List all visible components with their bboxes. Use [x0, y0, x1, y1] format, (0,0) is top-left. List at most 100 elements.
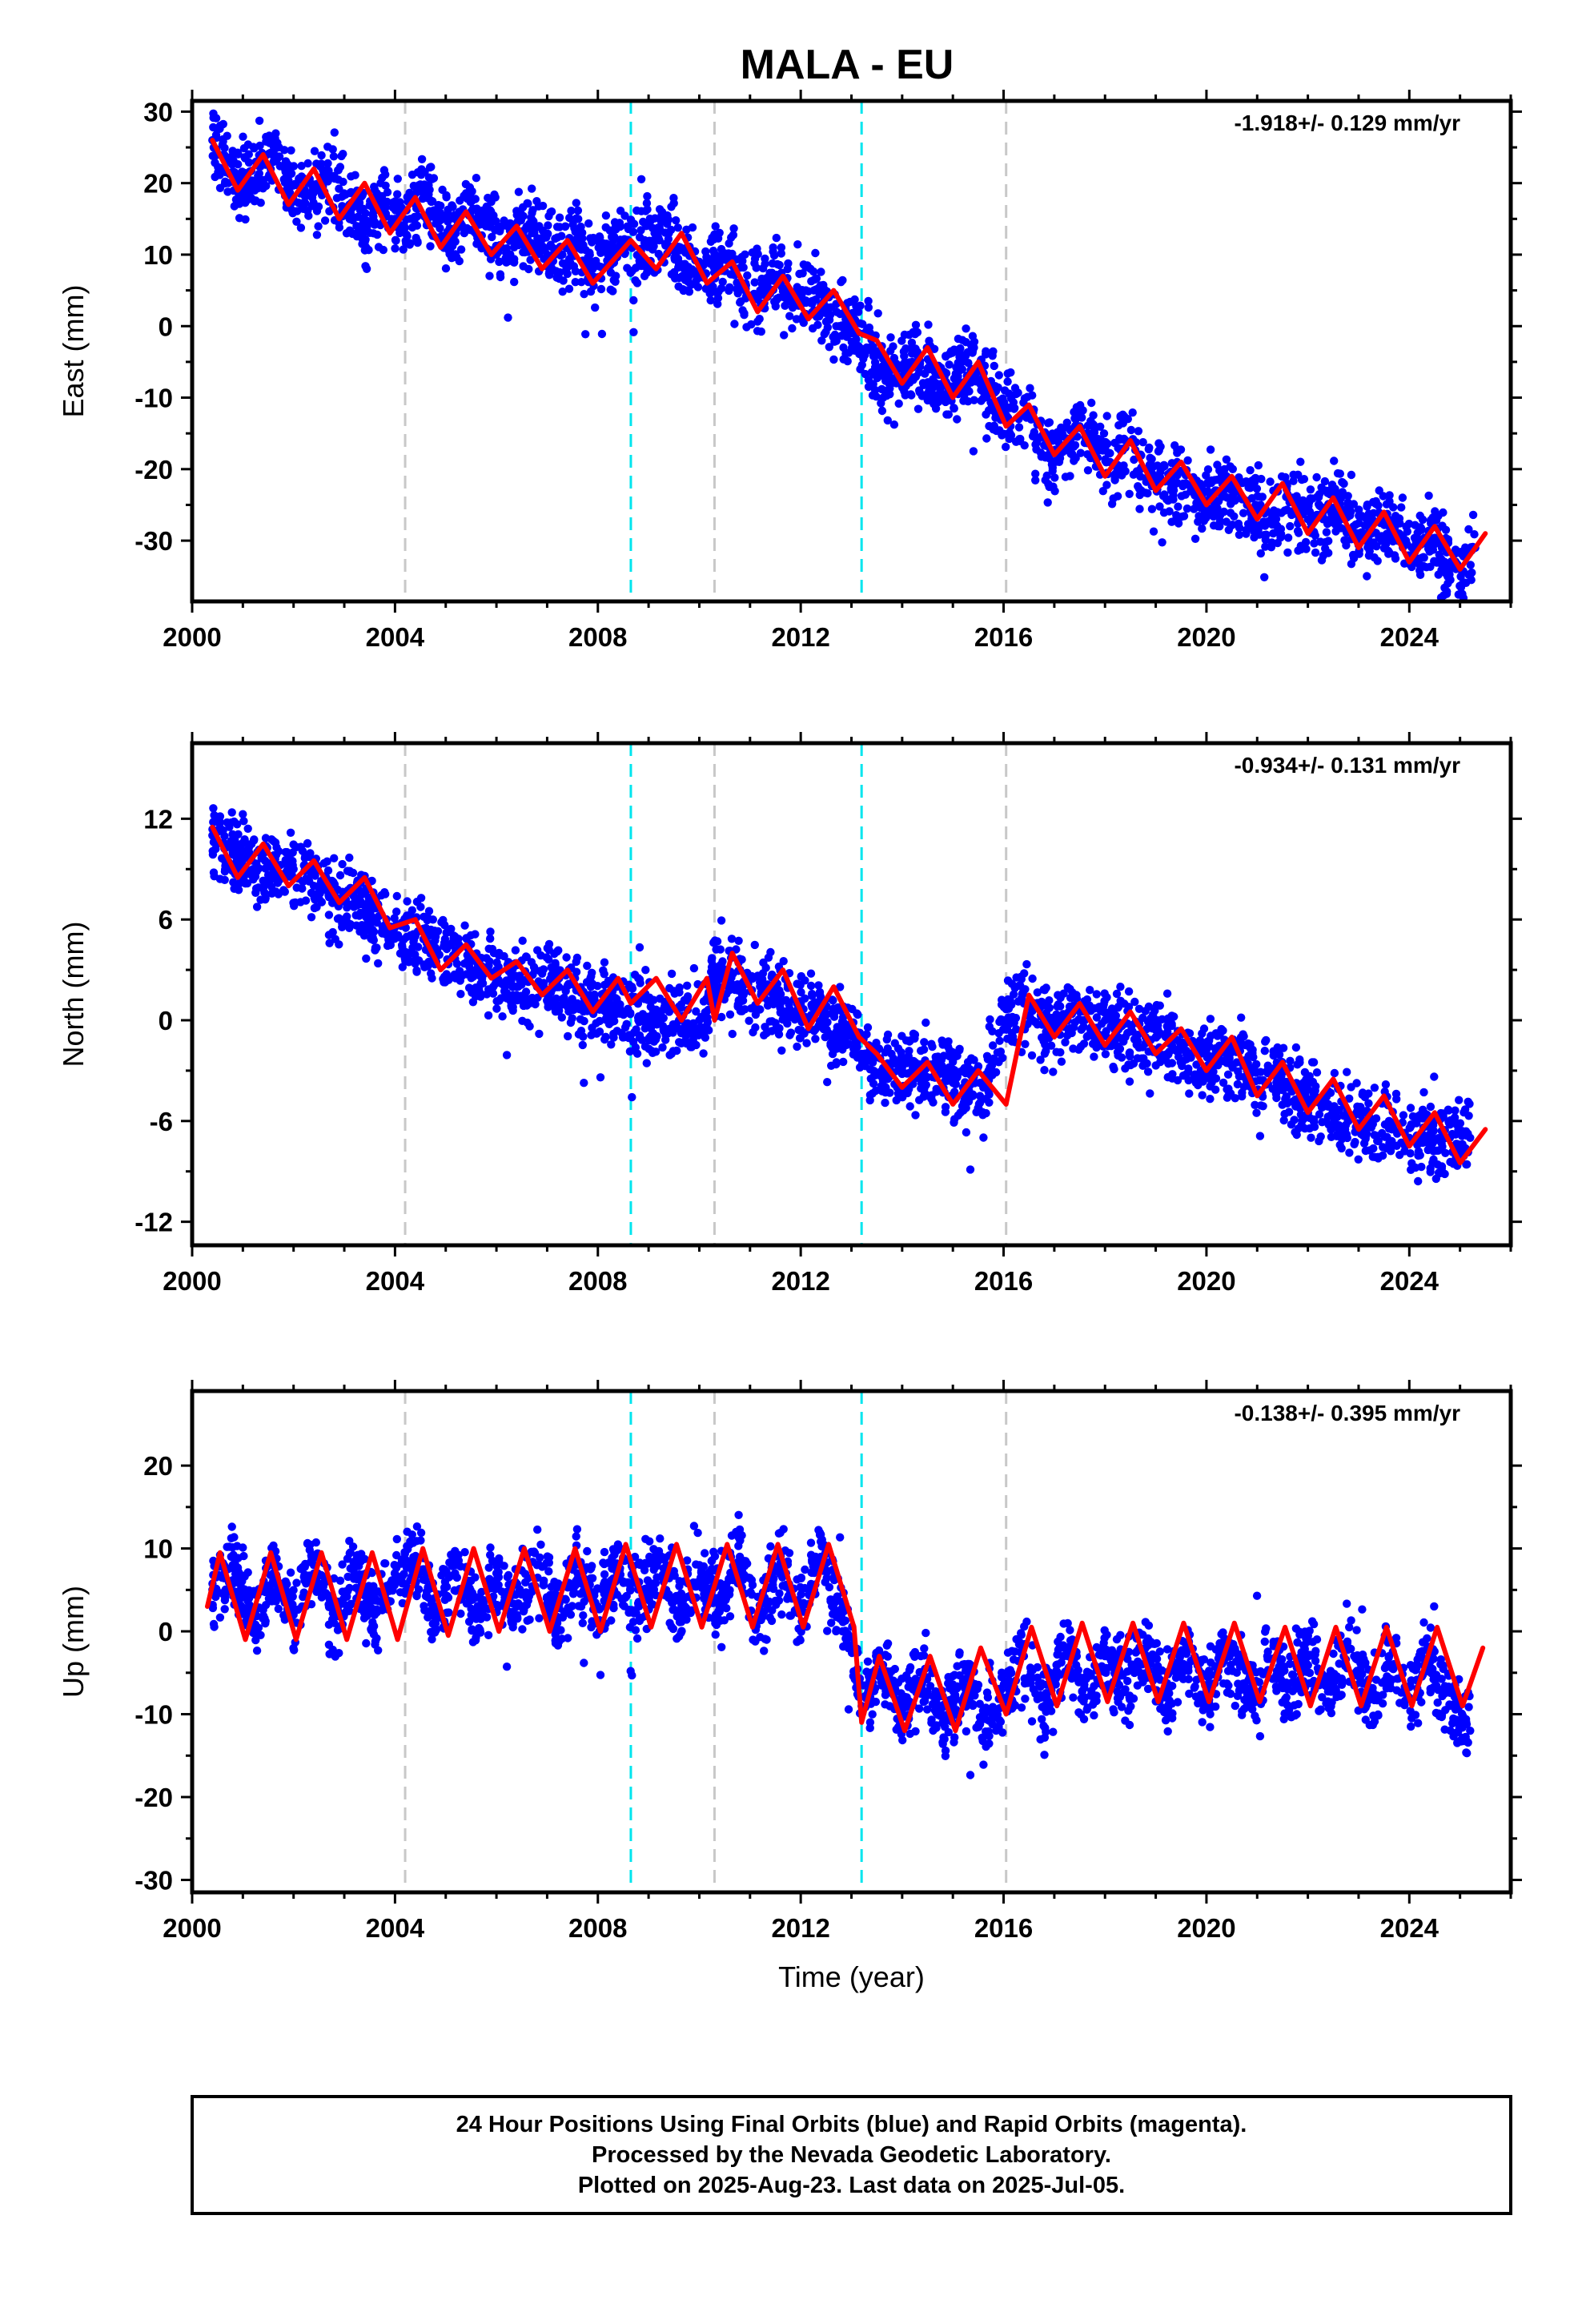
data-point: [1043, 498, 1052, 507]
data-point: [642, 1059, 651, 1068]
data-point: [753, 244, 761, 253]
data-point: [1144, 1002, 1154, 1011]
data-point: [1124, 987, 1134, 996]
data-point: [942, 352, 950, 360]
data-point: [988, 352, 997, 360]
data-point: [1343, 1068, 1351, 1076]
data-point: [374, 243, 383, 251]
data-point: [341, 190, 350, 199]
data-point: [707, 956, 716, 965]
data-point: [417, 165, 426, 174]
data-point: [1062, 418, 1072, 427]
data-point: [557, 1013, 566, 1022]
data-point: [555, 223, 564, 231]
data-point: [1115, 435, 1124, 444]
data-point: [1147, 505, 1157, 513]
data-point: [979, 1133, 988, 1142]
data-point: [274, 890, 283, 899]
data-point: [406, 215, 415, 223]
data-point: [1310, 539, 1319, 548]
data-point: [1403, 527, 1412, 536]
data-point: [977, 396, 986, 405]
data-point: [555, 213, 564, 222]
data-point: [1454, 1140, 1463, 1149]
data-point: [1066, 449, 1075, 458]
data-point: [230, 884, 239, 894]
data-point: [1267, 538, 1276, 547]
data-point: [1294, 529, 1303, 537]
data-cloud-east: [208, 109, 1480, 601]
data-point: [830, 330, 840, 340]
data-point: [1295, 1058, 1304, 1068]
data-point: [1406, 1149, 1415, 1158]
data-point: [484, 944, 493, 954]
data-point: [566, 1018, 576, 1027]
data-point: [436, 215, 445, 223]
data-point: [1166, 479, 1175, 488]
data-point: [1320, 476, 1330, 486]
data-point: [461, 179, 471, 189]
data-point: [780, 331, 789, 340]
data-point: [931, 379, 940, 388]
data-point: [649, 235, 658, 245]
data-point: [683, 981, 692, 991]
data-point: [1255, 1076, 1264, 1085]
data-point: [631, 1043, 640, 1052]
data-point: [1017, 975, 1026, 983]
data-point: [713, 234, 723, 243]
data-point: [747, 1004, 756, 1013]
data-point: [1254, 460, 1263, 470]
data-point: [1256, 1101, 1266, 1110]
data-point: [1011, 437, 1021, 446]
data-point: [701, 247, 710, 256]
data-point: [1262, 1035, 1271, 1045]
data-point: [1266, 477, 1275, 486]
data-point: [510, 277, 519, 287]
data-point: [1209, 512, 1219, 521]
data-point: [244, 150, 253, 159]
data-point: [1306, 494, 1315, 503]
data-point: [335, 870, 345, 880]
data-point: [1118, 471, 1126, 480]
data-point: [913, 404, 923, 413]
data-point: [808, 989, 817, 999]
data-point: [339, 150, 347, 159]
data-point: [1096, 422, 1105, 431]
data-point: [1100, 989, 1109, 998]
data-point: [737, 297, 745, 306]
data-point: [969, 447, 978, 456]
data-point: [580, 290, 588, 299]
data-point: [635, 975, 644, 984]
data-point: [1215, 522, 1224, 531]
data-point: [335, 223, 344, 232]
data-point: [1383, 546, 1393, 556]
data-point: [709, 247, 718, 255]
data-point: [841, 349, 850, 358]
data-point: [464, 959, 472, 969]
data-point: [1181, 490, 1190, 499]
data-point: [1289, 476, 1298, 485]
data-point: [1134, 427, 1143, 436]
data-point: [1349, 500, 1359, 509]
data-point: [504, 313, 512, 322]
data-point: [1359, 1139, 1369, 1148]
data-point: [1147, 455, 1156, 464]
data-point: [667, 270, 677, 279]
data-point: [562, 953, 571, 962]
data-point: [209, 123, 218, 132]
data-point: [351, 911, 360, 920]
data-point: [879, 372, 888, 380]
data-point: [1273, 508, 1282, 517]
data-point: [576, 1015, 585, 1024]
data-point: [1277, 472, 1287, 481]
data-point: [1365, 1146, 1375, 1155]
data-point: [1253, 527, 1262, 536]
data-point: [564, 1031, 572, 1041]
data-point: [806, 969, 816, 978]
data-point: [978, 1111, 987, 1120]
data-point: [734, 1000, 743, 1009]
data-point: [1306, 485, 1315, 494]
data-point: [1090, 1052, 1098, 1061]
data-point: [594, 243, 603, 252]
y-tick-label: -20: [135, 455, 173, 485]
